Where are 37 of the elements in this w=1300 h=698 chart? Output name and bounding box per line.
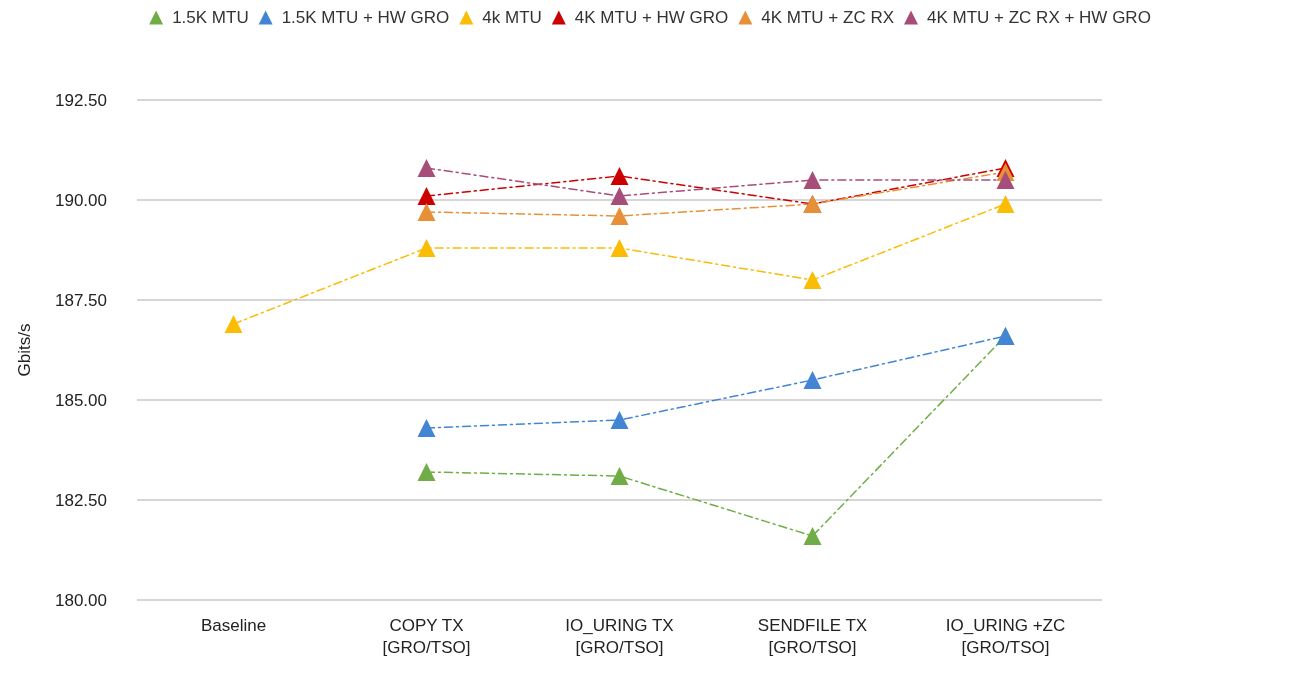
x-tick-label: IO_URING +ZC [GRO/TSO]	[945, 615, 1066, 657]
point	[417, 419, 436, 437]
point	[996, 195, 1015, 213]
y-axis-title: Gbits/s	[15, 323, 34, 377]
point	[417, 463, 436, 481]
legend-label: 4K MTU + ZC RX + HW GRO	[927, 8, 1151, 27]
x-tick-label: IO_URING TX [GRO/TSO]	[565, 615, 674, 657]
point	[417, 159, 436, 177]
point	[610, 467, 629, 485]
point	[224, 315, 243, 333]
point	[610, 207, 629, 225]
x-tick-label: Baseline	[200, 615, 267, 635]
legend-label: 4k MTU	[482, 8, 542, 27]
y-tick-label: 192.50	[55, 90, 107, 110]
y-tick-label: 187.50	[55, 290, 107, 310]
y-tick-label: 182.50	[55, 490, 107, 510]
legend-label: 4K MTU + ZC RX	[761, 8, 895, 27]
legend-label: 1.5K MTU + HW GRO	[281, 8, 450, 27]
legend-label: 1.5K MTU	[172, 8, 249, 27]
point	[803, 527, 822, 545]
x-tick-label: SENDFILE TX [GRO/TSO]	[757, 615, 868, 657]
legend-label: 4K MTU + HW GRO	[574, 8, 729, 27]
point	[610, 187, 629, 205]
x-tick-label: COPY TX [GRO/TSO]	[382, 615, 471, 657]
point	[417, 187, 436, 205]
point	[803, 271, 822, 289]
point	[417, 239, 436, 257]
y-tick-label: 185.00	[55, 390, 107, 410]
point	[803, 171, 822, 189]
point	[610, 167, 629, 185]
point	[610, 239, 629, 257]
y-tick-label: 190.00	[55, 190, 107, 210]
point	[803, 371, 822, 389]
point	[417, 203, 436, 221]
point	[996, 171, 1015, 189]
point	[610, 411, 629, 429]
y-tick-label: 180.00	[55, 590, 107, 610]
